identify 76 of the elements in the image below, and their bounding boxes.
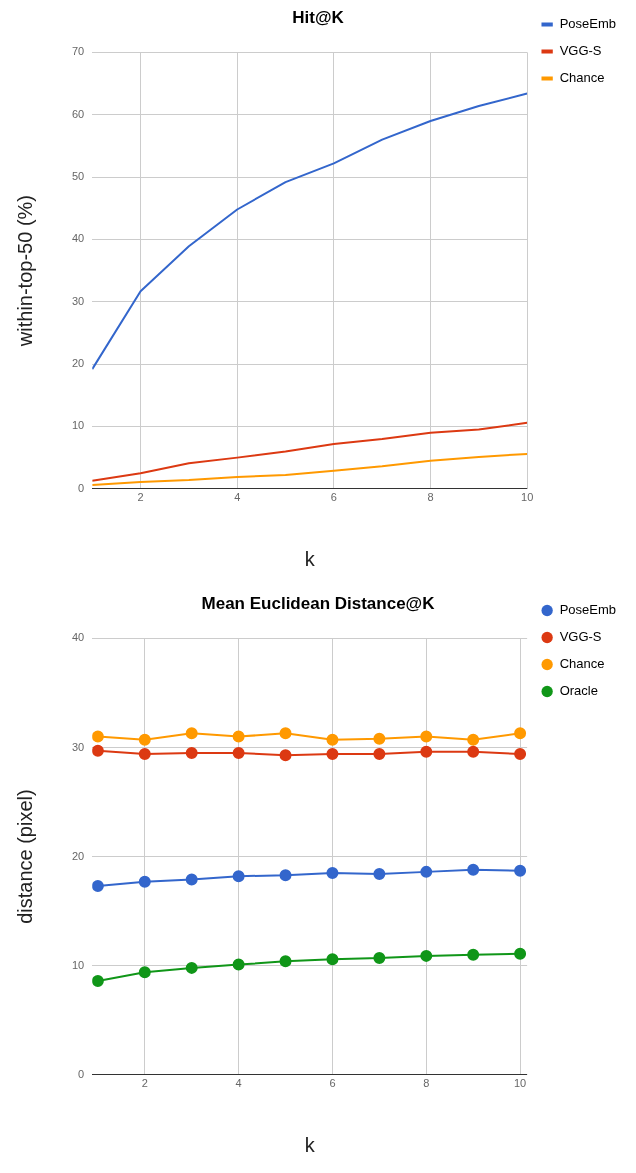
- point: [232, 870, 245, 883]
- point: [373, 952, 386, 965]
- point: [373, 868, 386, 881]
- point: [514, 727, 527, 740]
- y-tick-label: 40: [71, 232, 85, 245]
- x-axis-title: k: [304, 1133, 316, 1156]
- point: [420, 865, 433, 878]
- legend-label: Oracle: [559, 683, 598, 699]
- point: [279, 869, 292, 882]
- point: [467, 745, 480, 758]
- x-tick-label: 4: [235, 1077, 242, 1090]
- chart-title: Hit@K: [292, 7, 345, 27]
- point: [138, 733, 151, 746]
- x-tick-label: 8: [427, 491, 434, 504]
- point: [420, 745, 433, 758]
- x-tick-label: 2: [137, 491, 144, 504]
- point: [514, 748, 527, 761]
- point: [420, 949, 433, 962]
- x-axis-title: k: [304, 547, 316, 570]
- point: [279, 955, 292, 968]
- point: [420, 730, 433, 743]
- x-tick-label: 10: [521, 491, 534, 504]
- y-tick-label: 10: [71, 958, 85, 971]
- point: [326, 748, 339, 761]
- point: [92, 730, 104, 743]
- point: [138, 748, 151, 761]
- chart-title: Mean Euclidean Distance@K: [201, 593, 436, 613]
- x-tick-label: 4: [234, 491, 241, 504]
- point: [232, 730, 245, 743]
- y-tick-label: 70: [71, 45, 85, 58]
- legend-label: Chance: [559, 70, 605, 86]
- legend-label: VGG-S: [559, 629, 602, 645]
- point: [279, 749, 292, 762]
- y-tick-label: 20: [71, 849, 85, 862]
- point: [514, 864, 527, 877]
- point: [185, 873, 198, 886]
- point: [279, 727, 292, 740]
- legend-label: Chance: [559, 656, 605, 672]
- point: [185, 727, 198, 740]
- y-tick-label: 50: [71, 170, 85, 183]
- point: [138, 966, 151, 979]
- y-axis-title: within-top-50 (%): [13, 195, 36, 348]
- point: [326, 733, 339, 746]
- point: [373, 748, 386, 761]
- point: [232, 958, 245, 971]
- point: [514, 947, 527, 960]
- legend-label: PoseEmb: [559, 16, 617, 32]
- point: [92, 744, 104, 757]
- y-tick-label: 0: [78, 1067, 85, 1080]
- point: [138, 875, 151, 888]
- point: [467, 733, 480, 746]
- y-tick-label: 60: [71, 107, 85, 120]
- point: [185, 746, 198, 759]
- point: [326, 953, 339, 966]
- point: [373, 732, 386, 745]
- point: [92, 880, 104, 893]
- x-tick-label: 6: [330, 491, 337, 504]
- point: [467, 863, 480, 876]
- x-tick-label: 6: [329, 1077, 336, 1090]
- point: [92, 974, 104, 987]
- legend-label: VGG-S: [559, 43, 602, 59]
- x-tick-label: 10: [513, 1077, 527, 1090]
- y-tick-label: 30: [71, 294, 85, 307]
- point: [232, 746, 245, 759]
- y-tick-label: 40: [71, 631, 85, 644]
- point: [185, 961, 198, 974]
- point: [467, 948, 480, 961]
- y-tick-label: 30: [71, 740, 85, 753]
- y-axis-title: distance (pixel): [13, 789, 36, 924]
- y-tick-label: 20: [71, 357, 85, 370]
- legend-label: PoseEmb: [559, 602, 617, 618]
- y-tick-label: 0: [78, 481, 85, 494]
- y-tick-label: 10: [71, 419, 85, 432]
- point: [326, 866, 339, 879]
- x-tick-label: 8: [423, 1077, 430, 1090]
- x-tick-label: 2: [141, 1077, 148, 1090]
